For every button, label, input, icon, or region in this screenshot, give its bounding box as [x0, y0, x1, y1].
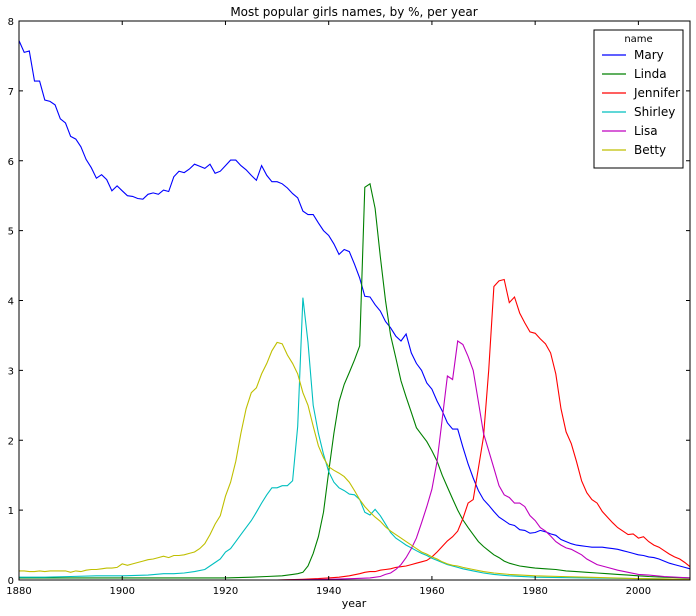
y-tick-label: 3: [8, 366, 14, 377]
x-tick-label: 1920: [213, 586, 238, 597]
y-tick-label: 4: [8, 297, 14, 308]
x-tick-label: 2000: [626, 586, 651, 597]
x-tick-label: 1960: [419, 586, 444, 597]
y-tick-label: 8: [8, 17, 14, 28]
legend-label-betty: Betty: [634, 143, 666, 157]
series-line-mary: [18, 40, 691, 570]
legend: name Mary Linda Jennifer Shirley Lisa Betty: [593, 29, 684, 169]
x-tick-label: 1880: [6, 586, 31, 597]
y-tick-label: 7: [8, 87, 14, 98]
series-line-linda: [19, 182, 691, 579]
legend-label-shirley: Shirley: [634, 105, 675, 119]
y-tick-label: 6: [8, 157, 14, 168]
x-tick-label: 1980: [522, 586, 547, 597]
x-axis-label: year: [342, 597, 367, 610]
legend-label-jennifer: Jennifer: [633, 86, 680, 100]
legend-title: name: [624, 34, 652, 45]
series-line-betty: [19, 341, 691, 580]
series-layer: [18, 40, 691, 581]
series-line-lisa: [19, 340, 691, 581]
legend-label-mary: Mary: [634, 48, 664, 62]
y-tick-label: 5: [8, 227, 14, 238]
series-line-jennifer: [19, 278, 691, 581]
legend-box: [593, 29, 684, 169]
legend-label-linda: Linda: [634, 67, 667, 81]
chart-title: Most popular girls names, by %, per year: [230, 5, 477, 19]
series-line-shirley: [19, 297, 691, 580]
x-tick-label: 1940: [316, 586, 341, 597]
y-tick-label: 1: [8, 506, 14, 517]
y-tick-label: 0: [8, 576, 14, 587]
legend-label-lisa: Lisa: [634, 124, 658, 138]
y-tick-label: 2: [8, 436, 14, 447]
x-tick-label: 1900: [110, 586, 135, 597]
ticks-layer: 1880 1900 1920 1940 1960 1980 2000 0 1 2 3 4 5 6 7 8: [6, 17, 690, 597]
